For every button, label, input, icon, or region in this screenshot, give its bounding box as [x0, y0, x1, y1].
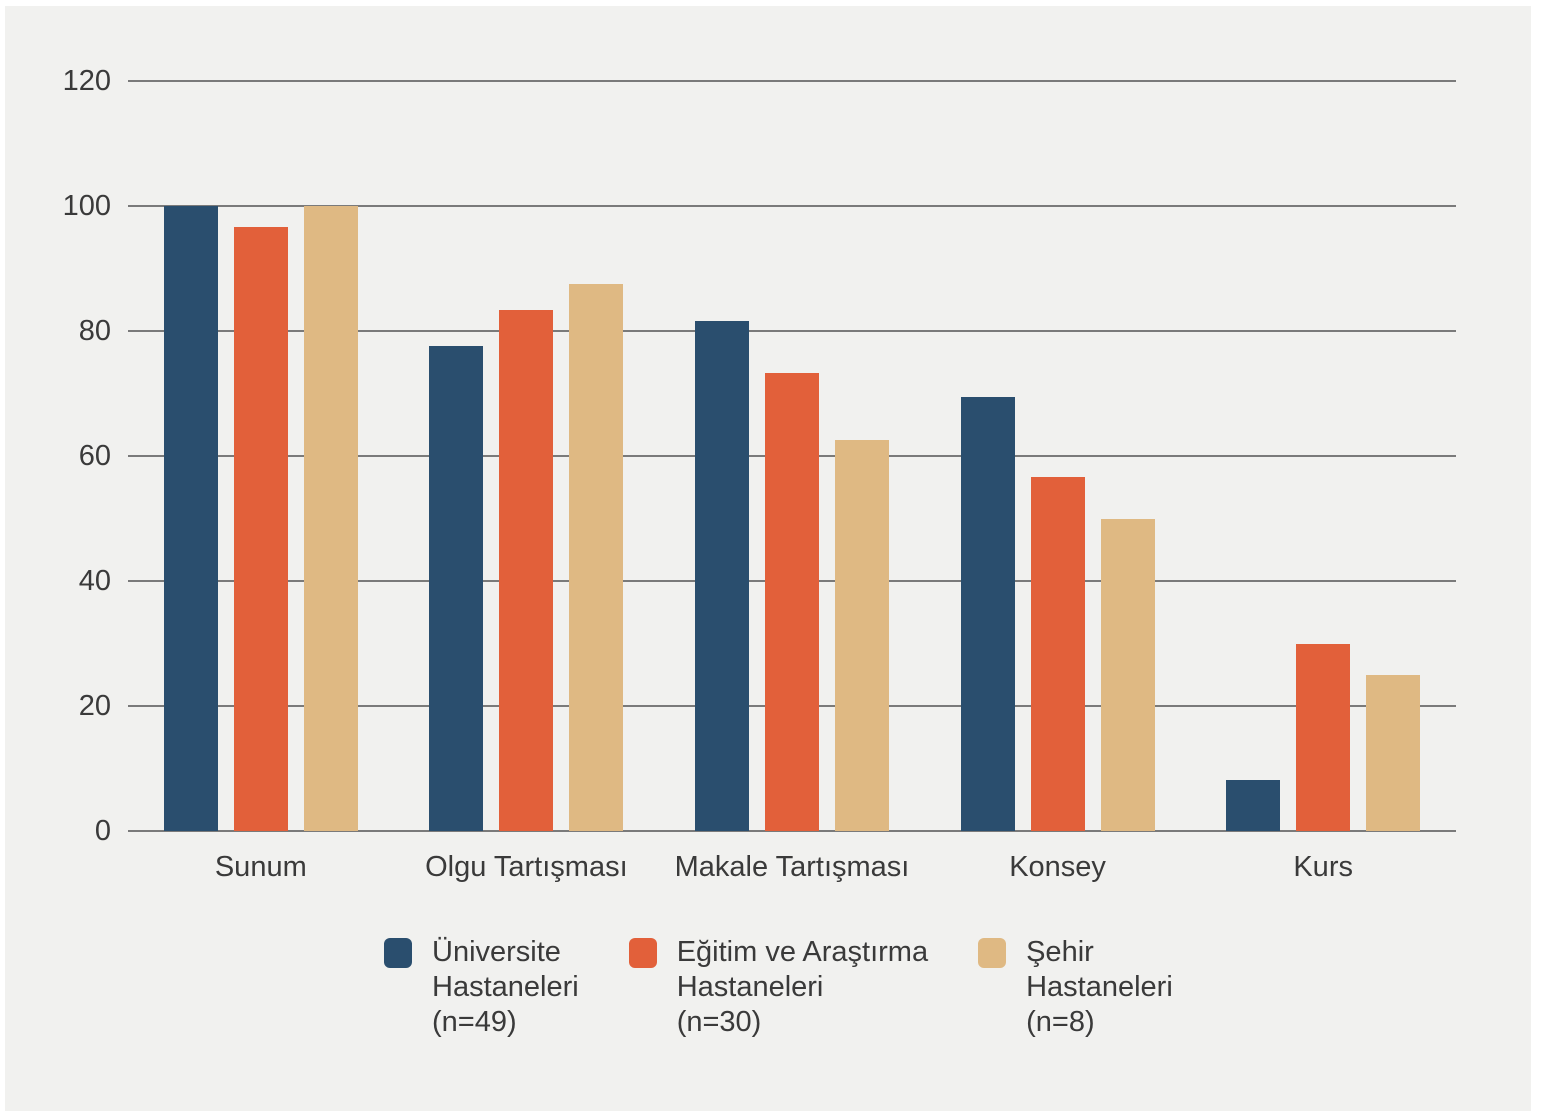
bar-series1-cat3 — [694, 321, 749, 831]
bar-series2-cat1 — [233, 226, 288, 831]
bar-series2-cat5 — [1296, 643, 1351, 831]
y-tick-label-60: 60 — [78, 440, 111, 472]
legend-swatch-icon — [978, 938, 1007, 968]
gridline-y120 — [128, 80, 1456, 82]
bar-series3-cat5 — [1366, 674, 1421, 831]
gridline-y0 — [128, 830, 1456, 832]
bar-series2-cat3 — [764, 372, 819, 831]
x-label-2: Olgu Tartışması — [425, 851, 628, 883]
bar-series3-cat3 — [834, 440, 889, 831]
bar-group-4 — [960, 81, 1155, 831]
bar-group-5 — [1226, 81, 1421, 831]
x-axis: Sunum Olgu Tartışması Makale Tartışması Kon… — [128, 851, 1456, 884]
gridline-y100 — [128, 205, 1456, 207]
legend-swatch-icon — [384, 938, 412, 968]
bar-group-3 — [694, 81, 889, 831]
gridline-y80 — [128, 330, 1456, 332]
bar-group-1 — [163, 81, 358, 831]
bar-series3-cat2 — [569, 284, 624, 831]
y-tick-label-40: 40 — [78, 565, 111, 597]
legend-item-2: Eğitim ve Araştırma Hastaneleri (n=30) — [628, 935, 929, 1040]
plot-area — [128, 80, 1456, 832]
legend-label-3: Şehir Hastaneleri (n=8) — [1026, 936, 1173, 1038]
x-label-3: Makale Tartışması — [674, 851, 910, 883]
y-tick-label-20: 20 — [78, 690, 111, 722]
bar-group-2 — [429, 81, 624, 831]
bar-series3-cat1 — [303, 206, 358, 831]
x-label-1: Sunum — [214, 851, 307, 883]
y-tick-label-0: 0 — [94, 815, 111, 847]
bars-layer — [128, 81, 1456, 831]
bar-series1-cat1 — [163, 206, 218, 831]
bar-series1-cat5 — [1226, 779, 1281, 831]
bar-series2-cat4 — [1030, 476, 1085, 831]
y-tick-label-120: 120 — [62, 65, 111, 97]
legend-label-1: Üniversite Hastaneleri (n=49) — [432, 936, 579, 1038]
bar-series2-cat2 — [499, 310, 554, 831]
legend-item-3: Şehir Hastaneleri (n=8) — [978, 935, 1173, 1040]
y-tick-label-80: 80 — [78, 315, 111, 347]
legend-label-2: Eğitim ve Araştırma Hastaneleri (n=30) — [676, 936, 929, 1038]
bar-series1-cat2 — [429, 346, 484, 831]
bar-series1-cat4 — [960, 397, 1015, 831]
x-label-5: Kurs — [1293, 851, 1353, 883]
bar-series3-cat4 — [1100, 518, 1155, 831]
legend: Üniversite Hastaneleri (n=49) Eğitim ve A… — [384, 935, 1173, 1040]
x-label-4: Konsey — [1009, 851, 1106, 883]
y-tick-label-100: 100 — [62, 190, 111, 222]
legend-item-1: Üniversite Hastaneleri (n=49) — [384, 935, 579, 1040]
y-axis: 0 20 40 60 80 100 120 — [5, 65, 115, 847]
chart-card: 0 20 40 60 80 100 120 Sunum Olgu Tartışması Maka… — [5, 6, 1531, 1111]
legend-swatch-icon — [628, 938, 657, 968]
